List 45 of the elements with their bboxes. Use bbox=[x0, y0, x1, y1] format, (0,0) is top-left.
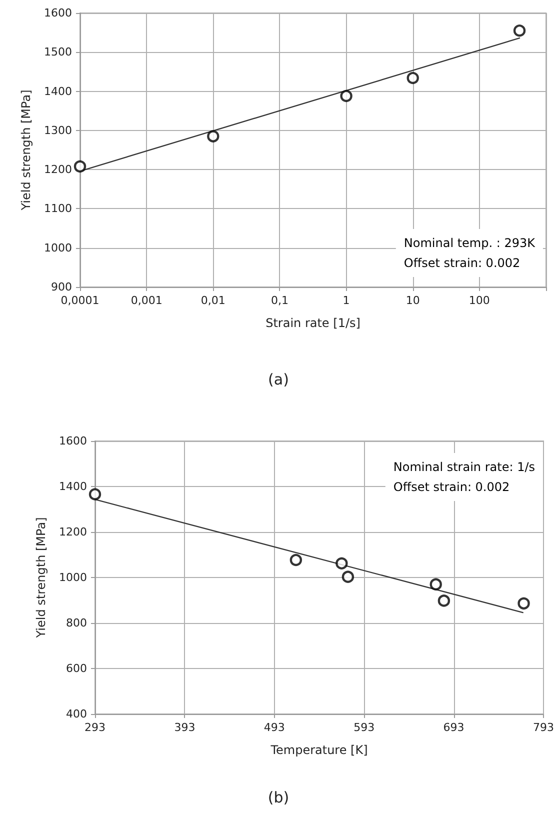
y-tick-label: 600 bbox=[66, 662, 87, 675]
y-tick-label: 1400 bbox=[59, 480, 87, 493]
x-tick-label: 0,001 bbox=[130, 294, 162, 307]
point bbox=[342, 570, 354, 583]
text: (a) bbox=[268, 370, 289, 388]
y-axis-title: Yield strength [MPa] bbox=[34, 517, 48, 639]
y-tick-label: 1400 bbox=[44, 84, 72, 98]
y-tick-label: 1000 bbox=[59, 571, 87, 584]
annotation: Offset strain: 0.002 bbox=[404, 256, 520, 270]
y-tick-label: 1600 bbox=[44, 6, 72, 20]
point bbox=[438, 594, 450, 607]
point bbox=[518, 597, 530, 610]
point bbox=[290, 554, 302, 566]
y-tick-label: 1200 bbox=[59, 526, 87, 538]
annotation: Nominal temp. : 293K bbox=[404, 236, 536, 250]
x-tick-label: 693 bbox=[443, 721, 464, 734]
x-axis-title: Temperature [K] bbox=[270, 743, 368, 757]
y-axis-title: Yield strength [MPa] bbox=[19, 90, 33, 212]
x-tick-label: 10 bbox=[406, 294, 420, 307]
y-tick-label: 1600 bbox=[59, 434, 87, 448]
annotation: Nominal strain rate: 1/s bbox=[393, 460, 535, 474]
y-tick-label: 1000 bbox=[44, 241, 72, 254]
x-tick-label: 493 bbox=[264, 721, 285, 734]
x-tick-label: 793 bbox=[533, 721, 554, 734]
x-tick-label: 393 bbox=[174, 721, 196, 734]
text: (b) bbox=[268, 788, 290, 806]
x-tick-label: 1 bbox=[342, 294, 350, 307]
y-tick-label: 1300 bbox=[44, 124, 72, 137]
point bbox=[430, 578, 442, 590]
y-tick-label: 800 bbox=[66, 616, 87, 630]
annotation: Offset strain: 0.002 bbox=[393, 480, 510, 494]
x-tick-label: 0,1 bbox=[270, 294, 288, 307]
point bbox=[336, 557, 348, 570]
x-axis-title: Strain rate [1/s] bbox=[266, 316, 360, 330]
y-tick-label: 1200 bbox=[44, 163, 72, 176]
x-tick-label: 0,01 bbox=[200, 294, 226, 307]
x-tick-label: 0,0001 bbox=[60, 294, 100, 307]
point bbox=[88, 488, 102, 500]
x-tick-label: 293 bbox=[84, 721, 106, 734]
y-tick-label: 1100 bbox=[44, 202, 72, 216]
x-tick-label: 100 bbox=[468, 294, 490, 307]
y-tick-label: 400 bbox=[66, 708, 87, 720]
y-tick-label: 1500 bbox=[44, 46, 72, 59]
y-tick-label: 900 bbox=[51, 280, 72, 294]
x-tick-label: 593 bbox=[354, 721, 375, 734]
